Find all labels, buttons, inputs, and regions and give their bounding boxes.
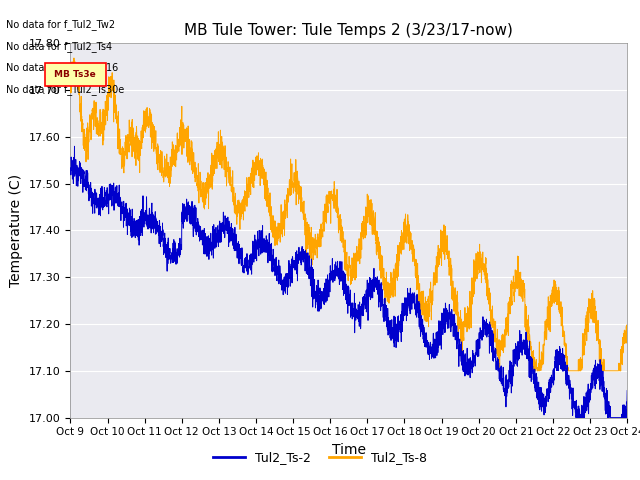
- Title: MB Tule Tower: Tule Temps 2 (3/23/17-now): MB Tule Tower: Tule Temps 2 (3/23/17-now…: [184, 23, 513, 38]
- Text: No data for f_Tul2_Tw2: No data for f_Tul2_Tw2: [6, 19, 116, 30]
- X-axis label: Time: Time: [332, 443, 366, 457]
- Legend: Tul2_Ts-2, Tul2_Ts-8: Tul2_Ts-2, Tul2_Ts-8: [209, 446, 431, 469]
- Text: No data for f_Tul2_Ts16: No data for f_Tul2_Ts16: [6, 62, 118, 73]
- Y-axis label: Temperature (C): Temperature (C): [9, 174, 23, 287]
- Text: No data for f_Tul2_Ts4: No data for f_Tul2_Ts4: [6, 41, 113, 52]
- Text: MB Ts3e: MB Ts3e: [54, 71, 96, 79]
- Text: No data for f_Tul2_Ts30e: No data for f_Tul2_Ts30e: [6, 84, 125, 95]
